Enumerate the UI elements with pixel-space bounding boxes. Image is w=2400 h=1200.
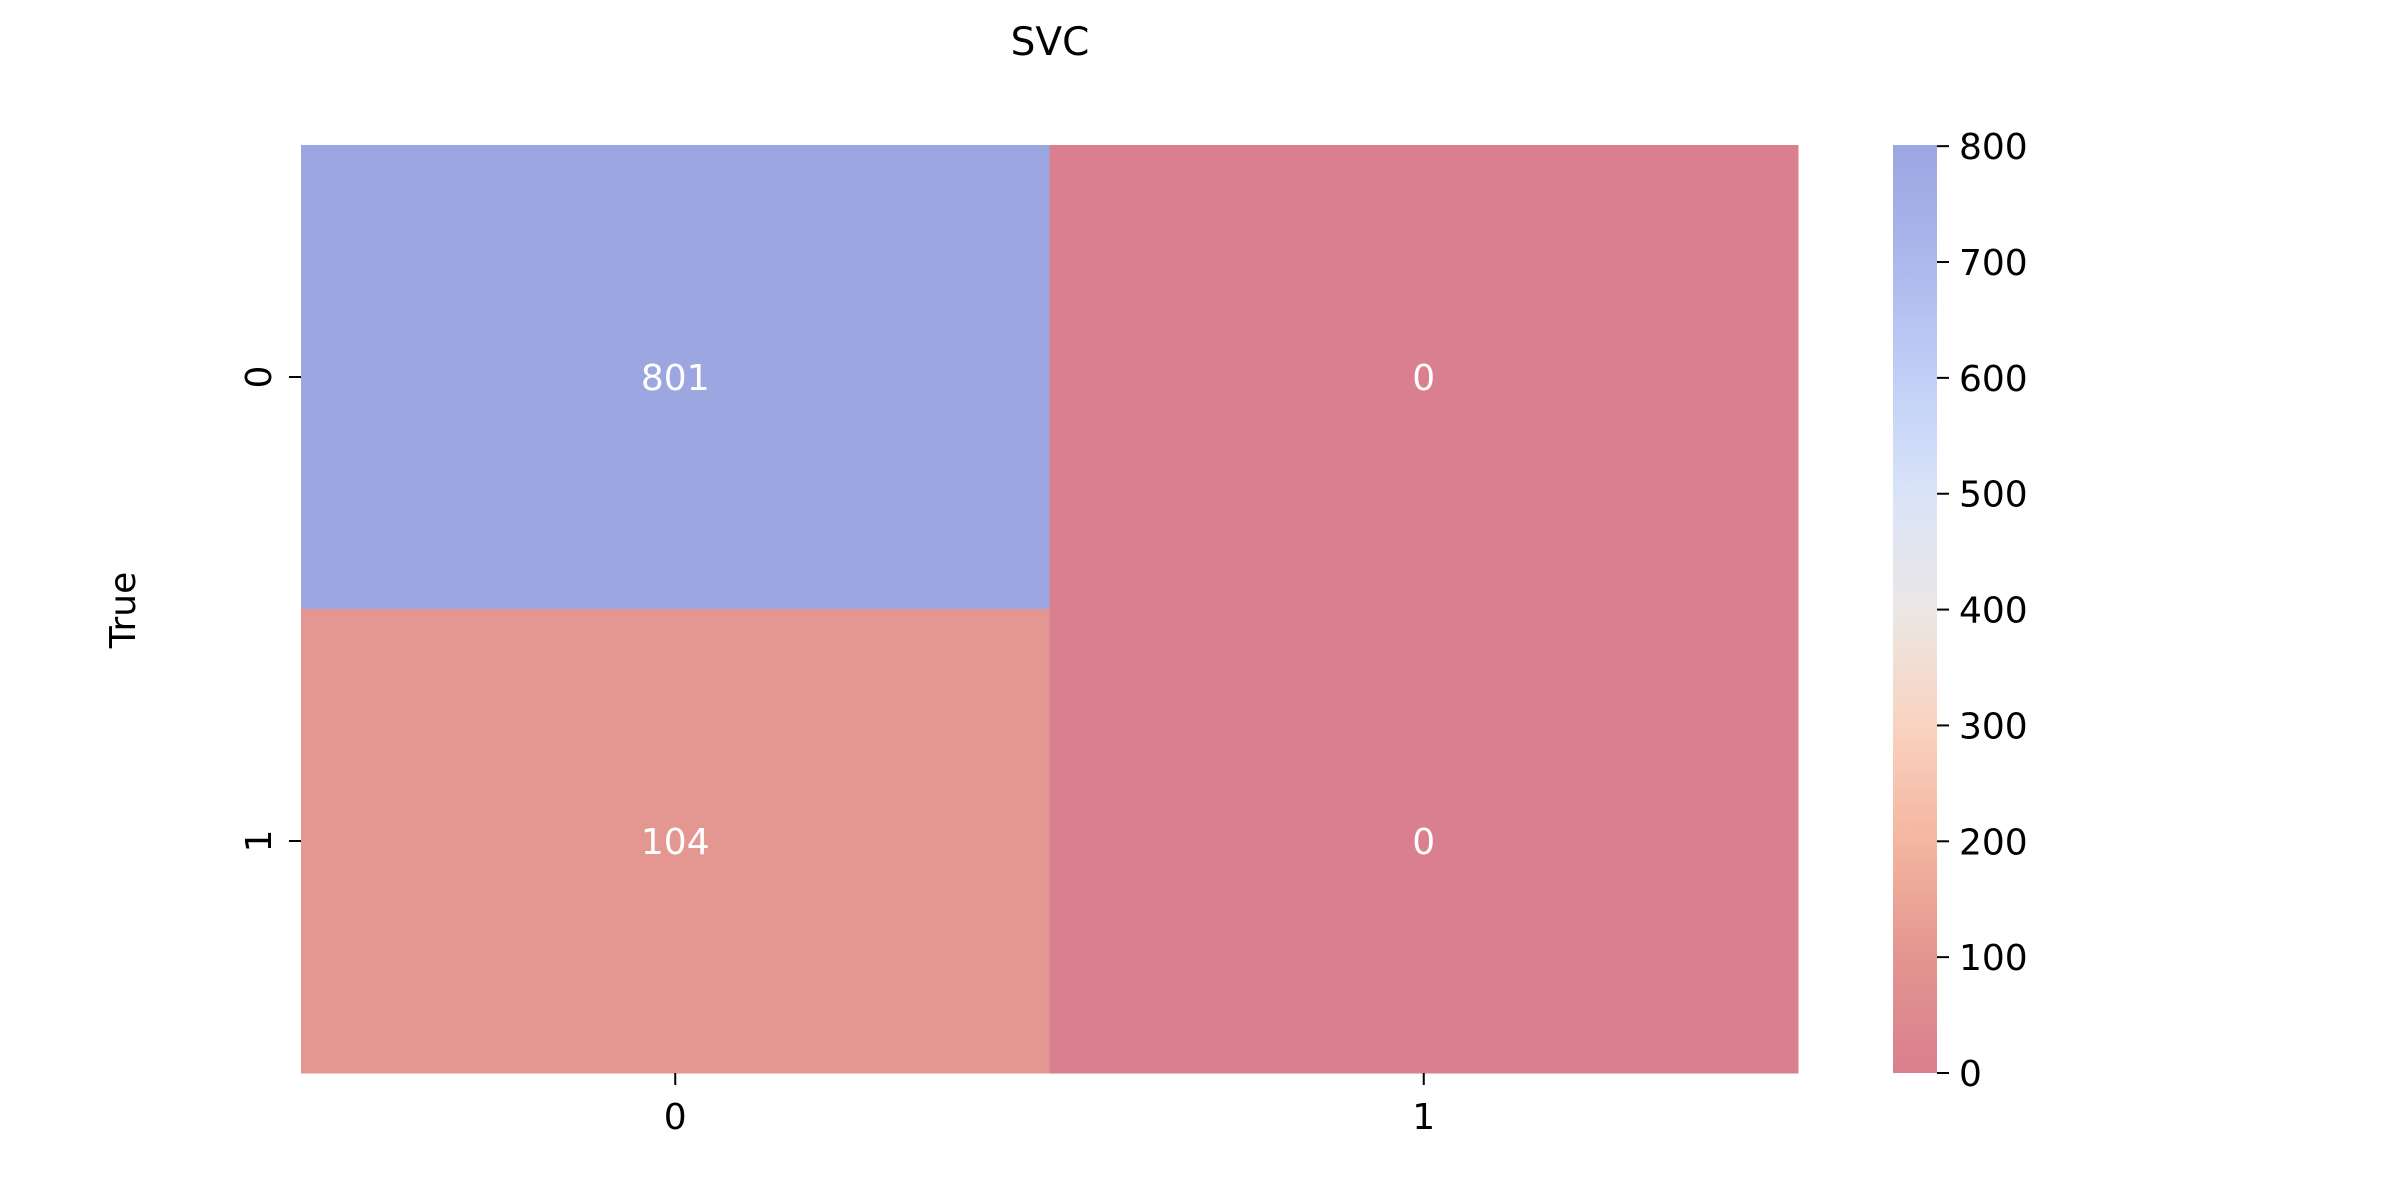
cell-value-label: 0 <box>1412 358 1435 399</box>
colorbar-tick-label: 600 <box>1959 359 2028 400</box>
y-tick-label: 0 <box>239 366 280 389</box>
y-axis-label: True <box>103 572 144 649</box>
colorbar-tick-label: 800 <box>1959 127 2028 168</box>
heatmap-cell <box>1049 609 1799 1074</box>
colorbar-tick-label: 700 <box>1959 243 2028 284</box>
cell-value-label: 801 <box>641 358 710 399</box>
heatmap-cells <box>301 145 1799 1074</box>
colorbar-tick-label: 500 <box>1959 475 2028 516</box>
cell-value-label: 0 <box>1412 822 1435 863</box>
heatmap-cell <box>301 609 1050 1074</box>
colorbar <box>1893 145 1937 1073</box>
chart-title: SVC <box>1011 20 1090 65</box>
cell-value-label: 104 <box>641 822 710 863</box>
colorbar-tick-label: 200 <box>1959 822 2028 863</box>
colorbar-tick-label: 0 <box>1959 1054 1982 1095</box>
colorbar-tick-label: 300 <box>1959 706 2028 747</box>
heatmap-cell <box>1049 145 1799 610</box>
x-tick-label: 1 <box>1412 1097 1435 1138</box>
heatmap-cell <box>301 145 1050 610</box>
cell-annotations: 801 0 104 0 <box>641 358 1435 863</box>
y-tick-label: 1 <box>239 830 280 853</box>
colorbar-tick-label: 400 <box>1959 591 2028 632</box>
colorbar-ticks: 0 100 200 300 400 500 600 700 800 <box>1937 127 2028 1095</box>
x-tick-label: 0 <box>664 1097 687 1138</box>
y-axis-ticks: 01 <box>239 366 301 853</box>
colorbar-tick-label: 100 <box>1959 938 2028 979</box>
